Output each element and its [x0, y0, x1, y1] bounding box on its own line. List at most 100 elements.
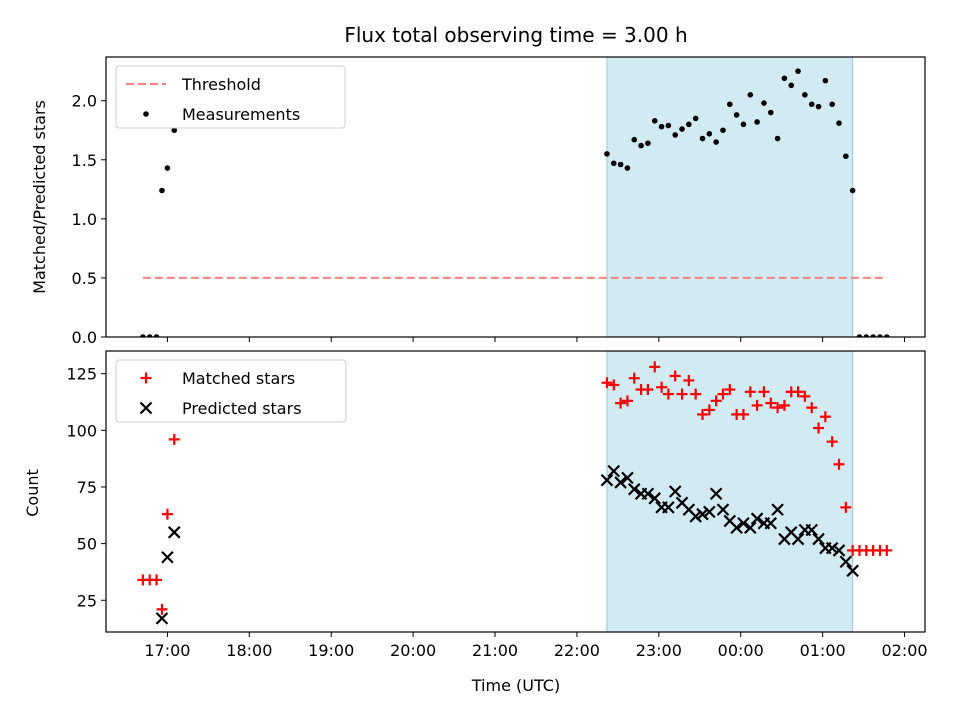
matched-stars-point	[826, 436, 838, 448]
measurement-point	[829, 101, 835, 108]
top-y-tick-label: 2.0	[72, 92, 97, 111]
measurement-point	[856, 334, 863, 337]
matched-stars-point	[615, 397, 627, 409]
legend-label: Measurements	[182, 105, 300, 124]
matched-stars-point	[819, 411, 831, 423]
x-tick-label: 01:00	[800, 641, 846, 660]
matched-stars-point	[690, 388, 702, 400]
measurement-point	[645, 140, 651, 147]
measurement-point	[146, 334, 153, 337]
top-legend: Threshold Measurements	[115, 65, 346, 129]
measurement-point	[877, 334, 883, 337]
measurement-point	[836, 120, 842, 126]
measurement-point	[631, 136, 638, 143]
predicted-stars-point	[161, 550, 174, 564]
measurement-point	[815, 103, 822, 110]
measurement-point	[159, 187, 165, 194]
measurement-point	[863, 334, 870, 337]
measurement-point	[672, 132, 679, 138]
matched-stars-point	[168, 433, 180, 445]
legend-label: Matched stars	[182, 369, 295, 388]
legend-matched-swatch	[140, 372, 152, 384]
measurement-point	[679, 126, 685, 132]
measurement-point	[617, 161, 624, 168]
predicted-stars-point	[662, 501, 675, 514]
predicted-stars-point	[825, 541, 839, 555]
measurement-point	[883, 334, 890, 337]
matched-stars-point	[813, 422, 825, 434]
measurement-point	[164, 165, 171, 171]
matched-stars-point	[662, 388, 674, 400]
predicted-stars-point	[730, 521, 743, 535]
measurement-point	[843, 153, 849, 160]
predicted-stars-point	[607, 464, 621, 478]
chart-title: Flux total observing time = 3.00 h	[344, 23, 687, 47]
matched-stars-point	[881, 544, 893, 556]
measurement-point	[733, 112, 740, 118]
measurement-point	[740, 121, 747, 128]
matched-stars-point	[676, 388, 688, 400]
bottom-legend: Matched stars Predicted stars	[115, 359, 347, 423]
measurement-point	[795, 68, 801, 74]
x-tick-label: 22:00	[554, 641, 600, 660]
measurement-point	[720, 127, 726, 134]
matched-stars-point	[656, 381, 668, 393]
top-legend-box	[115, 65, 346, 129]
measurement-point	[665, 122, 672, 129]
bottom-panel: 17:00 18:00 19:00 20:00 21:00 22:00 23:00 00:00…	[66, 350, 928, 660]
predicted-stars-point	[846, 564, 859, 578]
matched-stars-point	[642, 384, 654, 396]
measurement-point	[638, 142, 644, 149]
x-tick-label: 00:00	[718, 641, 764, 660]
bottom-y-axis-label: Count	[23, 469, 42, 517]
bottom-y-tick-label: 125	[66, 365, 97, 384]
bottom-y-tick-label: 50	[77, 535, 97, 554]
bottom-y-tick-label: 75	[77, 478, 97, 497]
x-tick-label: 02:00	[881, 641, 927, 660]
matched-stars-point	[758, 386, 770, 398]
matched-stars-point	[649, 361, 661, 373]
matched-stars-point	[724, 384, 736, 396]
measurement-point	[767, 109, 774, 116]
measurement-point	[171, 127, 178, 134]
top-plot-area	[140, 68, 890, 337]
top-y-axis-label: Matched/Predicted stars	[30, 100, 49, 294]
matched-stars-point	[772, 402, 784, 414]
measurement-point	[140, 334, 146, 337]
matched-stars-point	[806, 402, 818, 414]
measurement-point	[849, 187, 856, 194]
predicted-stars-point	[764, 516, 778, 530]
bottom-y-tick-label: 100	[66, 421, 97, 440]
predicted-stars-point	[627, 482, 641, 496]
measurement-point	[727, 101, 733, 108]
predicted-stars-point	[167, 526, 181, 539]
legend-label: Predicted stars	[182, 399, 302, 418]
predicted-stars-point	[648, 492, 662, 505]
predicted-stars-point	[839, 555, 853, 569]
measurement-point	[774, 135, 781, 142]
measurement-point	[610, 160, 617, 167]
predicted-stars-point	[812, 532, 825, 546]
predicted-stars-point	[696, 507, 709, 521]
predicted-stars-point	[155, 612, 169, 625]
matched-stars-point	[703, 404, 715, 416]
bottom-observing-band	[606, 350, 854, 633]
predicted-stars-point	[614, 476, 627, 489]
matched-stars-point	[840, 501, 852, 513]
measurement-point	[781, 75, 788, 82]
legend-label: Threshold	[181, 75, 261, 94]
matched-stars-point	[737, 408, 749, 420]
matched-stars-point	[717, 388, 729, 400]
predicted-stars-point	[750, 512, 764, 525]
measurement-point	[747, 92, 754, 98]
measurement-point	[754, 119, 760, 125]
predicted-stars-point	[703, 505, 716, 519]
matched-stars-point	[744, 386, 756, 398]
matched-stars-point	[833, 458, 845, 470]
top-y-tick-label: 1.5	[72, 151, 97, 170]
bottom-legend-box	[115, 359, 347, 423]
matched-stars-point	[621, 395, 633, 407]
x-tick-label: 17:00	[144, 641, 190, 660]
measurement-point	[788, 82, 795, 89]
predicted-stars-point	[621, 471, 634, 485]
